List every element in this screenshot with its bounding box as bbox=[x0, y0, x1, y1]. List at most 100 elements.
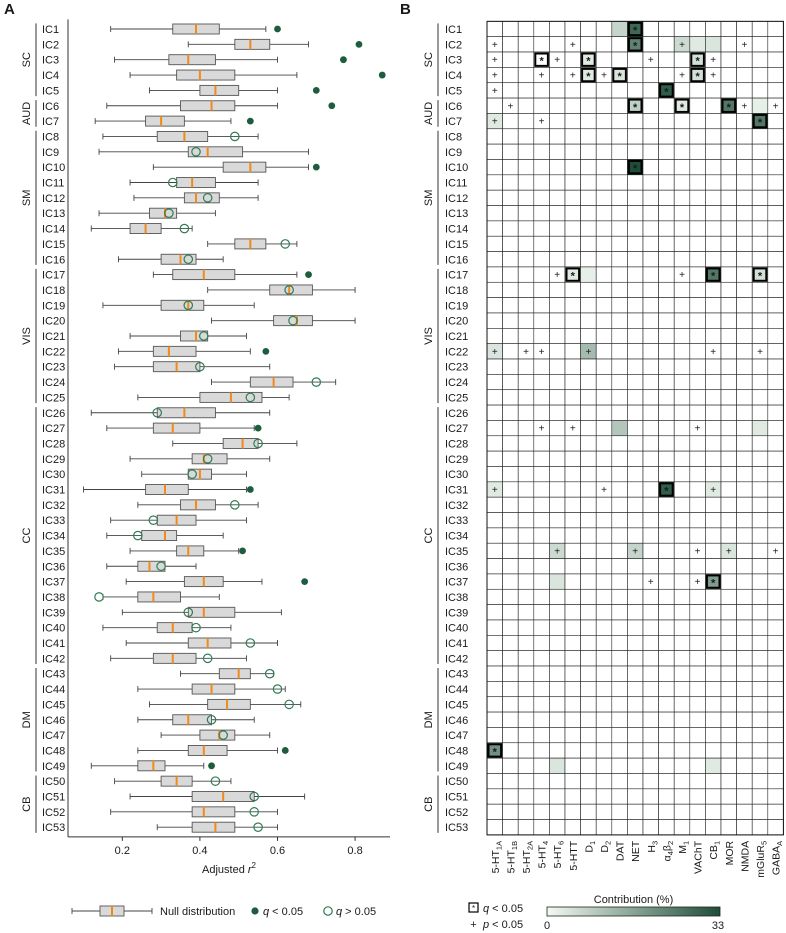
heatmap-cell bbox=[720, 435, 737, 452]
heatmap-cell bbox=[627, 297, 644, 314]
heatmap-cell bbox=[517, 665, 535, 682]
heatmap-cell bbox=[767, 389, 784, 406]
heatmap-cell bbox=[595, 604, 613, 621]
observed-point-nonsignificant bbox=[253, 438, 263, 449]
heatmap-cell bbox=[658, 727, 675, 744]
heatmap-cell bbox=[486, 21, 503, 37]
iqr-box bbox=[137, 760, 166, 772]
heatmap-cell bbox=[486, 558, 503, 575]
heatmap-cell bbox=[736, 450, 753, 467]
heatmap-cell bbox=[751, 604, 769, 621]
heatmap-cell bbox=[564, 128, 581, 145]
iqr-box bbox=[199, 729, 236, 741]
heatmap-cell bbox=[705, 435, 722, 452]
heatmap-cell bbox=[642, 527, 659, 544]
heatmap-cell bbox=[517, 51, 535, 68]
heatmap-cell bbox=[736, 573, 753, 590]
heatmap-cell bbox=[736, 128, 753, 145]
heatmap-cell bbox=[580, 36, 597, 53]
component-label: IC21 bbox=[445, 331, 468, 343]
heatmap-cell bbox=[767, 711, 784, 728]
heatmap-cell bbox=[767, 696, 784, 713]
heatmap-cell bbox=[595, 404, 613, 421]
heatmap-cell bbox=[642, 681, 659, 698]
plus-marker: + bbox=[679, 71, 685, 82]
heatmap-cell bbox=[549, 312, 566, 329]
heatmap-cell bbox=[595, 650, 613, 667]
component-label: IC11 bbox=[445, 178, 467, 190]
heatmap-cell bbox=[517, 189, 535, 206]
heatmap-cell bbox=[658, 328, 675, 344]
heatmap-cell bbox=[595, 420, 613, 437]
heatmap-cell bbox=[658, 450, 675, 467]
heatmap-cell bbox=[595, 450, 613, 467]
column-label-part: β bbox=[661, 845, 673, 851]
null-box bbox=[129, 545, 240, 557]
heatmap-cell bbox=[767, 573, 784, 590]
heatmap-cell bbox=[736, 143, 753, 160]
heatmap-cell bbox=[658, 189, 675, 206]
heatmap-cell bbox=[767, 558, 784, 575]
heatmap-cell bbox=[580, 97, 597, 114]
heatmap-cell bbox=[502, 696, 519, 713]
heatmap-cell bbox=[689, 665, 706, 682]
heatmap-cell bbox=[751, 420, 769, 437]
heatmap-cell bbox=[642, 189, 659, 206]
observed-point-significant bbox=[378, 71, 386, 79]
heatmap-cell bbox=[549, 235, 566, 252]
significance-box bbox=[690, 67, 705, 83]
heatmap-cell bbox=[658, 558, 675, 575]
heatmap-cell bbox=[705, 159, 722, 176]
heatmap-cell bbox=[502, 174, 519, 191]
observed-point-nonsignificant bbox=[264, 668, 275, 679]
heatmap-cell bbox=[533, 512, 550, 529]
heatmap-cell bbox=[564, 143, 581, 160]
heatmap-cell bbox=[767, 819, 784, 836]
heatmap-cell bbox=[627, 757, 644, 774]
heatmap-cell bbox=[751, 97, 769, 114]
heatmap-cell bbox=[564, 343, 581, 360]
heatmap-cell bbox=[689, 435, 706, 452]
heatmap-cell bbox=[673, 358, 691, 375]
heatmap-cell bbox=[580, 266, 597, 283]
component-label: IC30 bbox=[42, 469, 65, 481]
heatmap-cell bbox=[751, 773, 769, 790]
null-box bbox=[129, 69, 298, 81]
heatmap-cell bbox=[611, 128, 628, 145]
significance-box bbox=[627, 37, 643, 52]
heatmap-cell bbox=[627, 174, 644, 191]
heatmap-cell bbox=[689, 635, 706, 651]
heatmap-cell bbox=[595, 21, 613, 37]
heatmap-cell bbox=[564, 650, 581, 667]
heatmap-cell bbox=[767, 159, 784, 176]
component-label: IC36 bbox=[445, 561, 468, 573]
significance-box bbox=[627, 159, 643, 175]
heatmap-cell bbox=[549, 819, 566, 836]
heatmap-cell bbox=[564, 281, 581, 298]
significance-box bbox=[487, 743, 503, 758]
heatmap-cell bbox=[642, 97, 659, 114]
heatmap-cell bbox=[486, 251, 503, 268]
null-box bbox=[125, 576, 263, 588]
heatmap-cell bbox=[502, 297, 519, 314]
component-label: IC4 bbox=[42, 70, 59, 82]
significance-box bbox=[565, 267, 581, 282]
heatmap-cell bbox=[642, 420, 659, 437]
column-label: NET bbox=[630, 840, 642, 862]
heatmap-cell bbox=[705, 389, 722, 406]
heatmap-cell bbox=[767, 328, 784, 344]
significance-box bbox=[534, 52, 549, 67]
heatmap-cell bbox=[564, 450, 581, 467]
heatmap-cell bbox=[720, 604, 737, 621]
heatmap-cell bbox=[673, 205, 691, 222]
heatmap-cell bbox=[580, 604, 597, 621]
column-label-sub: 6 bbox=[557, 841, 566, 845]
heatmap-cell bbox=[564, 742, 581, 759]
heatmap-cell bbox=[627, 205, 644, 222]
plus-marker: + bbox=[554, 270, 560, 281]
heatmap-cell bbox=[658, 251, 675, 268]
heatmap-cell bbox=[595, 220, 613, 237]
heatmap-cell bbox=[705, 113, 722, 130]
heatmap-cell bbox=[502, 635, 519, 651]
heatmap-cell bbox=[517, 527, 535, 544]
